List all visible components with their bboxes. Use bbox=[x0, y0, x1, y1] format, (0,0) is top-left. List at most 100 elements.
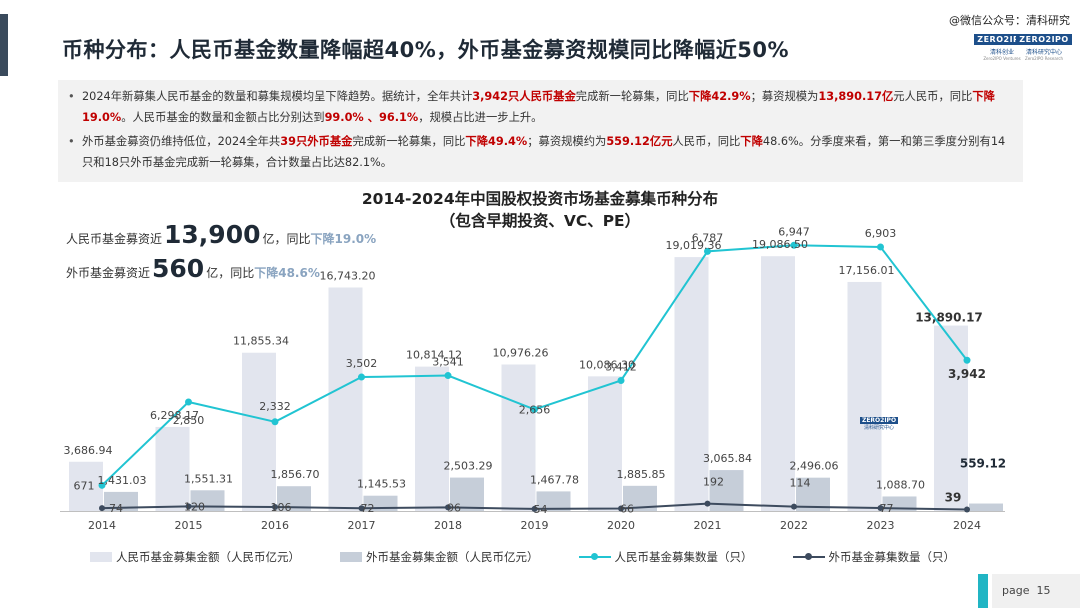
x-tick-label: 2014 bbox=[88, 519, 116, 532]
callout-text: 外币基金募资近 bbox=[66, 266, 151, 280]
text-run: ；募资规模约为 bbox=[527, 135, 607, 148]
chart-title-block: 2014-2024年中国股权投资市场基金募集币种分布 （包含早期投资、VC、PE… bbox=[250, 188, 830, 232]
summary-bullet-rmb: 2024年新募集人民币基金的数量和募集规模均呈下降趋势。据统计，全年共计3,94… bbox=[68, 86, 1013, 128]
text-run: 48.6%。分季度来看，第一和第三季度分别有14只和18只外币基金完成新一轮募集… bbox=[82, 135, 1006, 169]
legend-item-fx-amount: 外币基金募集金额（人民币亿元） bbox=[340, 549, 539, 565]
fx-count-label: 39 bbox=[945, 491, 962, 505]
rmb-amount-bar bbox=[415, 366, 449, 511]
page-value: 15 bbox=[1036, 584, 1051, 597]
rmb-amount-bar bbox=[934, 325, 968, 511]
legend-line-marker bbox=[792, 553, 825, 560]
fx-count-label: 120 bbox=[184, 500, 205, 513]
fx-amount-label: 559.12 bbox=[960, 457, 1006, 471]
text-run: 人民币，同比 bbox=[672, 135, 741, 148]
legend-label: 外币基金募集数量（只） bbox=[828, 550, 956, 564]
logo-name-text: 清科研究中心 bbox=[1026, 49, 1063, 56]
rmb-amount-label: 13,890.17 bbox=[915, 311, 983, 325]
rmb-amount-label: 16,743.20 bbox=[320, 269, 376, 282]
x-tick-label: 2021 bbox=[694, 519, 722, 532]
rmb-count-label: 3,412 bbox=[605, 360, 637, 373]
summary-bullet-foreign: 外币基金募资仍维持低位，2024全年共39只外币基金完成新一轮募集，同比下降49… bbox=[68, 131, 1013, 173]
rmb-count-label: 6,787 bbox=[692, 231, 724, 244]
rmb-callout: 人民币基金募资近13,900 亿，同比下降19.0% bbox=[66, 220, 376, 249]
fx-count-point bbox=[531, 505, 538, 512]
fx-amount-label: 1,145.53 bbox=[357, 478, 406, 491]
fx-amount-label: 1,088.70 bbox=[876, 478, 925, 491]
legend-item-fx-count: 外币基金募集数量（只） bbox=[792, 549, 956, 565]
rmb-amount-bar bbox=[69, 461, 103, 511]
legend-label: 外币基金募集金额（人民币亿元） bbox=[366, 550, 539, 564]
fx-amount-label: 1,467.78 bbox=[530, 473, 579, 486]
chart-title: 2014-2024年中国股权投资市场基金募集币种分布 bbox=[361, 190, 719, 208]
page-number-box bbox=[992, 574, 1080, 608]
callout-big-number: 560 bbox=[152, 254, 205, 283]
fx-amount-bar bbox=[450, 477, 484, 511]
fx-amount-bar bbox=[796, 477, 830, 511]
callout-big-number: 13,900 bbox=[164, 220, 261, 249]
fx-count-point bbox=[877, 505, 884, 512]
fx-callout: 外币基金募资近560 亿，同比下降48.6% bbox=[66, 254, 320, 283]
logo-brand-text: ZERO2IPO bbox=[974, 34, 1030, 45]
legend-swatch bbox=[90, 552, 112, 562]
highlight-run: 13,890.17亿 bbox=[818, 90, 894, 103]
rmb-amount-label: 10,086.30 bbox=[579, 358, 635, 371]
rmb-amount-bar bbox=[155, 426, 190, 511]
rmb-amount-label: 19,019.36 bbox=[666, 239, 722, 252]
rmb-count-label: 2,332 bbox=[259, 400, 291, 413]
fx-count-label: 77 bbox=[880, 502, 894, 515]
logo-sub-text: Zero2IPO Research bbox=[1024, 56, 1064, 61]
fx-count-point bbox=[704, 500, 711, 507]
x-tick-label: 2022 bbox=[780, 519, 808, 532]
fx-count-point bbox=[618, 505, 624, 512]
highlight-run: 559.12亿元 bbox=[606, 135, 673, 148]
fx-amount-label: 1,551.31 bbox=[184, 472, 233, 485]
text-run: 2024年新募集人民币基金的数量和募集规模均呈下降趋势。据统计，全年共计 bbox=[82, 90, 473, 103]
logo-name-text: 清科创业 bbox=[989, 49, 1014, 56]
fx-count-point bbox=[964, 506, 970, 513]
fx-count-label: 106 bbox=[271, 501, 292, 514]
rmb-amount-label: 17,156.01 bbox=[839, 264, 895, 277]
rmb-amount-label: 10,814.12 bbox=[406, 349, 462, 362]
fx-count-point bbox=[445, 504, 451, 511]
callout-change: 下降48.6% bbox=[254, 266, 320, 280]
text-run: 元人民币，同比 bbox=[893, 90, 973, 103]
rmb-amount-bar bbox=[328, 287, 363, 511]
legend-label: 人民币基金募集数量（只） bbox=[614, 550, 753, 564]
rmb-amount-bar bbox=[674, 257, 709, 511]
fx-amount-bar bbox=[104, 491, 138, 511]
brand-logos: ZERO2IPO 清科创业 Zero2IPO Ventures ZERO2IPO… bbox=[974, 34, 1072, 64]
fx-amount-bar bbox=[536, 491, 571, 511]
fx-count-label: 96 bbox=[447, 501, 461, 514]
fx-count-label: 66 bbox=[620, 502, 634, 515]
rmb-count-label: 6,903 bbox=[865, 227, 897, 240]
legend-line-marker bbox=[578, 553, 611, 560]
zero2ipo-ventures-logo: ZERO2IPO 清科创业 Zero2IPO Ventures bbox=[974, 34, 1030, 64]
text-run: 完成新一轮募集，同比 bbox=[352, 135, 466, 148]
rmb-count-point bbox=[531, 405, 538, 413]
page-label: page bbox=[1002, 584, 1030, 597]
text-run: ，规模占比进一步上升。 bbox=[418, 111, 543, 124]
rmb-count-point bbox=[358, 373, 365, 381]
fx-amount-bar bbox=[969, 503, 1003, 511]
rmb-count-point bbox=[790, 241, 798, 249]
fx-count-point bbox=[99, 505, 105, 512]
zero2ipo-watermark-logo: ZERO2IPO 清科研究中心 bbox=[859, 417, 899, 431]
fx-count-point bbox=[272, 503, 278, 510]
rmb-count-label: 2,656 bbox=[519, 403, 551, 416]
rmb-count-point bbox=[704, 247, 711, 255]
fx-count-label: 114 bbox=[790, 477, 811, 490]
text-run: 完成新一轮募集，同比 bbox=[575, 90, 689, 103]
highlight-run: 39只外币基金 bbox=[280, 135, 353, 148]
fx-amount-label: 1,431.03 bbox=[98, 474, 147, 487]
rmb-amount-bar bbox=[588, 376, 622, 511]
x-tick-label: 2020 bbox=[607, 519, 635, 532]
legend-item-rmb-amount: 人民币基金募集金额（人民币亿元） bbox=[90, 549, 300, 565]
rmb-amount-bar bbox=[761, 256, 795, 511]
fx-count-point bbox=[791, 503, 797, 510]
legend-label: 人民币基金募集金额（人民币亿元） bbox=[116, 550, 300, 564]
text-run: ；募资规模为 bbox=[750, 90, 819, 103]
text-run: 。人民币基金的数量和金额占比分别达到 bbox=[121, 111, 325, 124]
left-accent-bar bbox=[0, 14, 8, 76]
fx-amount-label: 2,503.29 bbox=[444, 460, 493, 473]
